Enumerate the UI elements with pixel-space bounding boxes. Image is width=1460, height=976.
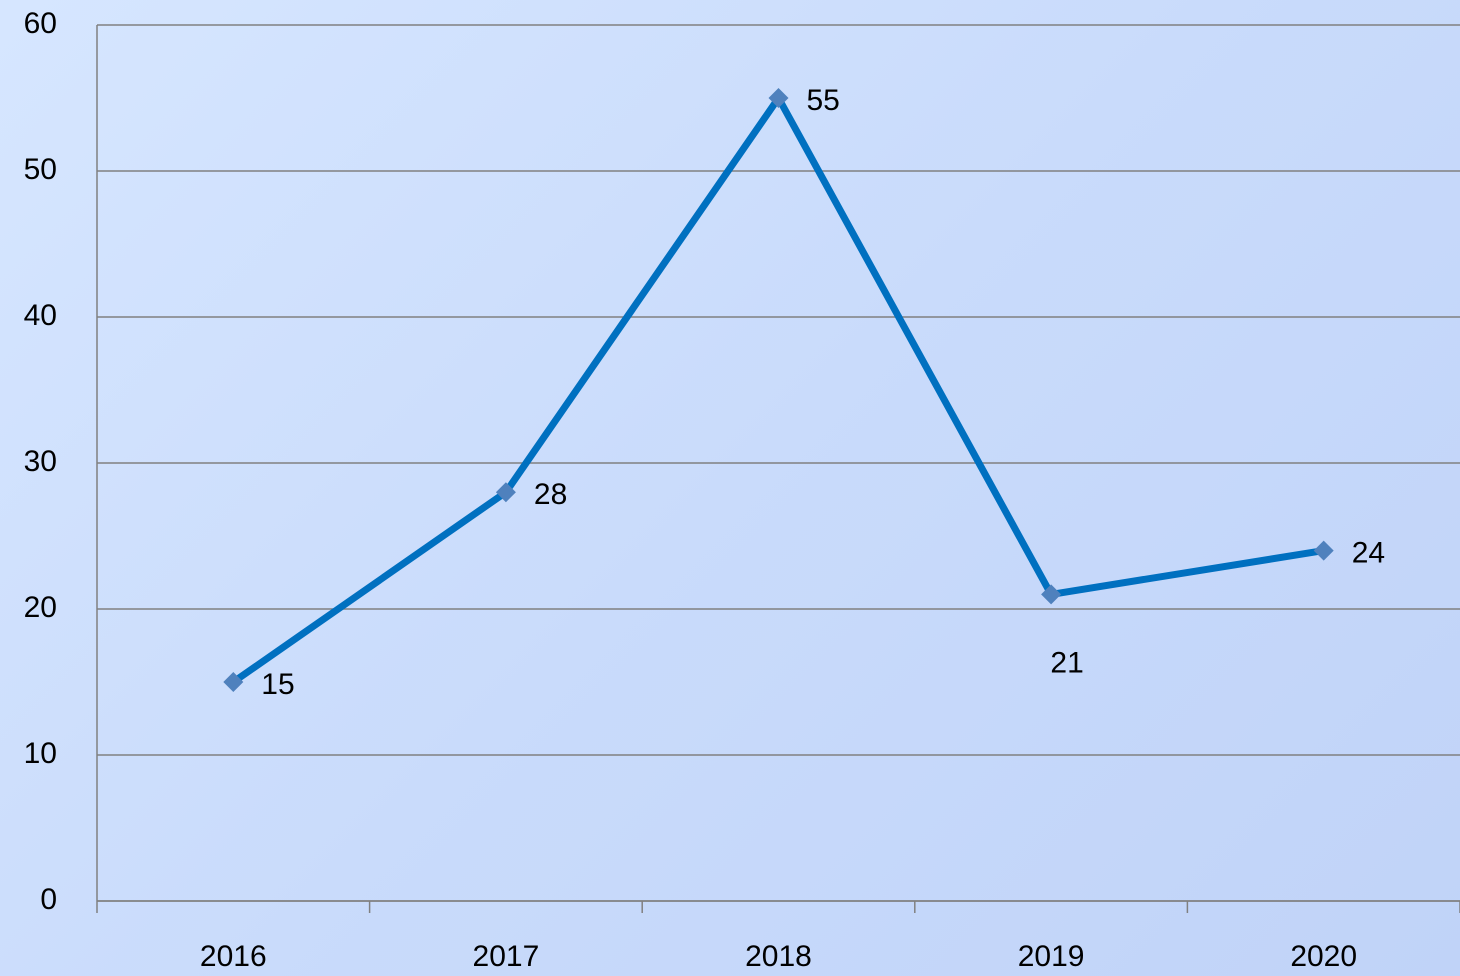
x-tick-label: 2017 xyxy=(473,940,540,973)
line xyxy=(231,94,1325,685)
marker xyxy=(1041,584,1062,605)
marker xyxy=(223,672,244,692)
y-tick-label: 0 xyxy=(40,883,57,916)
y-tick-label: 20 xyxy=(24,591,57,624)
y-tick-label: 30 xyxy=(24,445,57,478)
marker xyxy=(1313,540,1334,561)
x-tick-label: 2016 xyxy=(200,940,267,973)
x-tick-label: 2019 xyxy=(1018,940,1085,973)
y-tick-label: 40 xyxy=(24,299,57,332)
y-tick-label: 10 xyxy=(24,737,57,770)
x-tick-label: 2018 xyxy=(745,940,812,973)
y-tick-label: 50 xyxy=(24,153,57,186)
data-label: 24 xyxy=(1352,537,1385,570)
y-tick-label: 60 xyxy=(24,7,57,40)
data-label: 15 xyxy=(261,668,294,701)
marker xyxy=(495,482,516,503)
data-label: 55 xyxy=(807,84,840,117)
x-tick-label: 2020 xyxy=(1290,940,1357,973)
data-label: 21 xyxy=(1050,646,1083,679)
marker xyxy=(768,88,789,108)
data-label: 28 xyxy=(534,478,567,511)
